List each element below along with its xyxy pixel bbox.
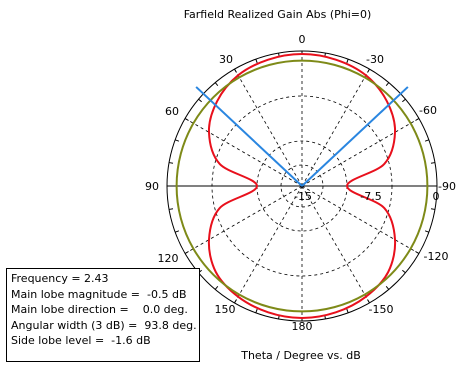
grid-spoke [234,68,303,187]
edge-tick [367,68,370,73]
edge-tick [430,162,436,164]
edge-tick [214,82,219,86]
edge-tick [168,208,174,210]
edge-tick [184,118,189,121]
info-main-lobe-direction: Main lobe direction = 0.0 deg. [11,303,188,317]
edge-tick [184,251,189,254]
edge-tick [385,286,390,290]
beamwidth-line-0 [195,86,303,187]
radial-tick-label: -15 [294,190,312,203]
edge-tick [402,269,406,274]
angle-tick-label: 90 [145,180,159,193]
edge-tick [424,139,430,142]
edge-tick [174,139,180,142]
grid-spoke [301,185,370,304]
edge-tick [198,98,202,103]
edge-tick [214,286,219,290]
info-box: Frequency = 2.43 Main lobe magnitude = -… [6,268,200,362]
edge-tick [346,58,349,64]
angle-tick-label: -120 [424,250,449,263]
edge-tick [402,98,406,103]
angle-tick-label: 180 [292,320,313,333]
info-angular-width: Angular width (3 dB) = 93.8 deg. [11,318,197,332]
edge-tick [255,308,258,314]
edge-tick [234,299,237,304]
edge-tick [430,208,436,210]
edge-tick [424,230,430,233]
edge-tick [234,68,237,73]
angle-tick-label: -90 [438,180,456,193]
edge-tick [174,230,180,233]
radial-tick-label: 0 [433,190,440,203]
angle-tick-label: -30 [366,53,384,66]
angle-tick-label: -60 [419,104,437,117]
grid-spoke [301,118,420,187]
angle-tick-label: -150 [369,303,394,316]
series-layer [175,52,429,320]
angle-tick-label: 0 [299,33,306,46]
edge-tick [255,58,258,64]
info-main-lobe-magnitude: Main lobe magnitude = -0.5 dB [11,287,187,301]
beamwidth-line-1 [301,86,409,187]
angle-tick-label: 60 [165,105,179,118]
info-frequency: Frequency = 2.43 [11,272,109,285]
tick-labels: 0 -30 -60 -90 -120 -150 180 150 120 90 60 30 -15 -7.5… [145,33,456,333]
chart-title: Farfield Realized Gain Abs (Phi=0) [183,8,372,21]
grid-spoke [301,185,420,254]
edge-tick [385,82,390,86]
grid-spoke [234,185,303,304]
radial-tick-label: -7.5 [360,190,381,203]
angle-tick-label: 120 [158,252,179,265]
grid-spoke [184,185,303,254]
series-0-line [207,52,397,320]
edge-tick [415,251,420,254]
edge-tick [168,162,174,164]
x-axis-label: Theta / Degree vs. dB [241,349,361,362]
edge-tick [346,308,349,314]
edge-tick [415,118,420,121]
info-side-lobe-level: Side lobe level = -1.6 dB [11,334,151,348]
edge-tick [367,299,370,304]
angle-tick-label: 150 [215,303,236,316]
angle-tick-label: 30 [219,53,233,66]
grid-spoke [184,118,303,187]
grid-spoke [301,68,370,187]
series-1-line [175,59,429,313]
